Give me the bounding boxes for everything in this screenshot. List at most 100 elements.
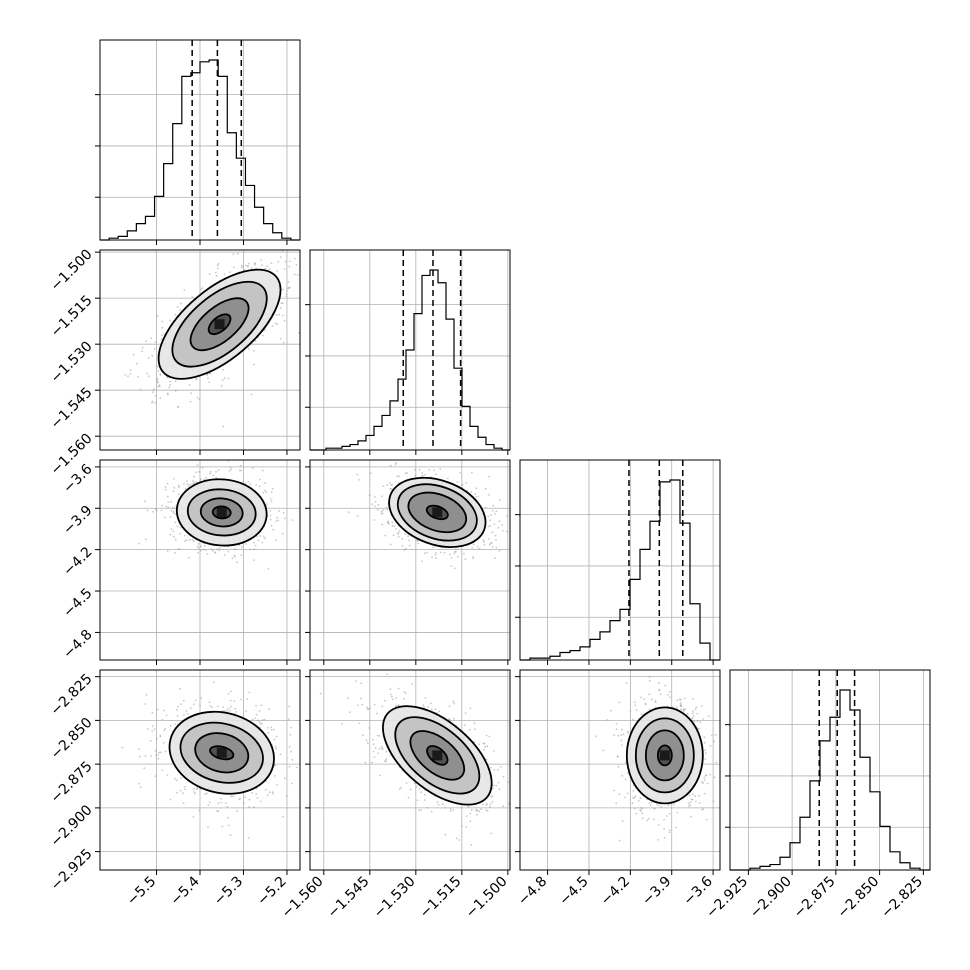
scatter-point: [261, 719, 264, 721]
scatter-point: [293, 273, 296, 276]
scatter-point: [288, 265, 291, 268]
scatter-point: [275, 539, 277, 542]
scatter-point: [166, 482, 169, 485]
scatter-point: [289, 733, 292, 736]
scatter-point: [155, 738, 158, 740]
scatter-point: [154, 508, 157, 510]
scatter-point: [185, 710, 188, 712]
scatter-point: [193, 540, 195, 543]
scatter-point: [341, 722, 343, 725]
scatter-point: [485, 804, 488, 806]
scatter-point: [489, 525, 492, 527]
scatter-point: [288, 260, 291, 263]
scatter-point: [144, 755, 147, 757]
scatter-point: [254, 717, 257, 720]
scatter-point: [389, 688, 392, 690]
scatter-point: [221, 825, 224, 828]
scatter-point: [266, 265, 268, 267]
scatter-point: [167, 506, 170, 509]
scatter-point: [500, 524, 503, 526]
scatter-point: [290, 726, 293, 729]
scatter-point: [244, 796, 246, 798]
scatter-point: [381, 523, 384, 526]
scatter-point: [169, 533, 172, 536]
scatter-point: [276, 784, 278, 786]
scatter-point: [206, 374, 209, 376]
scatter-point: [137, 376, 139, 378]
scatter-point: [211, 706, 214, 708]
scatter-point: [373, 756, 376, 758]
scatter-point: [174, 380, 177, 383]
scatter-point: [196, 397, 199, 399]
scatter-point: [242, 802, 245, 804]
scatter-point: [388, 482, 391, 484]
scatter-point: [260, 259, 263, 261]
scatter-point: [195, 377, 198, 380]
scatter-point: [151, 355, 154, 357]
scatter-point: [355, 680, 357, 682]
grid-group: [310, 250, 510, 450]
scatter-point: [155, 754, 158, 757]
scatter-point: [361, 703, 364, 706]
scatter-point: [159, 735, 162, 738]
scatter-point: [214, 551, 217, 553]
scatter-point: [147, 375, 150, 378]
scatter-point: [400, 786, 403, 789]
scatter-point: [294, 257, 296, 260]
scatter-point: [395, 528, 397, 530]
scatter-point: [178, 493, 180, 496]
scatter-point: [193, 791, 196, 793]
scatter-point: [175, 779, 178, 782]
scatter-point: [461, 483, 464, 486]
scatter-point: [188, 485, 190, 487]
scatter-point: [164, 488, 167, 491]
scatter-point: [476, 545, 479, 548]
scatter-point: [157, 757, 160, 760]
scatter-point: [368, 494, 371, 497]
scatter-point: [234, 707, 237, 710]
scatter-point: [160, 751, 162, 754]
scatter-point: [156, 365, 159, 368]
scatter-point: [386, 673, 389, 676]
scatter-point: [202, 548, 205, 551]
scatter-point: [435, 552, 437, 554]
scatter-point: [464, 712, 467, 714]
density-group: [121, 681, 298, 839]
scatter-point: [492, 504, 495, 507]
scatter-point: [285, 795, 288, 797]
scatter-point: [314, 247, 316, 249]
scatter-point: [220, 801, 223, 804]
scatter-point: [283, 319, 286, 322]
scatter-point: [233, 700, 236, 702]
contour-line: [207, 313, 232, 336]
scatter-point: [236, 561, 238, 564]
scatter-point: [264, 537, 266, 540]
scatter-point: [151, 730, 154, 732]
scatter-point: [498, 520, 501, 522]
scatter-point: [395, 697, 397, 699]
scatter-point: [165, 505, 168, 508]
scatter-point: [506, 515, 509, 518]
scatter-point: [160, 338, 163, 341]
scatter-point: [263, 718, 266, 721]
scatter-point: [138, 748, 141, 751]
scatter-point: [229, 699, 232, 702]
y-tick-label: −2.825: [48, 671, 96, 719]
scatter-point: [455, 837, 458, 840]
scatter-point: [477, 495, 480, 498]
contour-line: [425, 504, 449, 521]
scatter-point: [275, 747, 278, 750]
scatter-point: [473, 722, 476, 725]
scatter-point: [172, 530, 175, 533]
scatter-point: [152, 391, 154, 394]
y-tick-label: −2.925: [48, 846, 96, 894]
scatter-point: [437, 803, 440, 806]
scatter-point: [230, 795, 233, 798]
scatter-point: [222, 425, 225, 428]
scatter-point: [259, 535, 261, 537]
scatter-point: [301, 511, 303, 513]
scatter-point: [129, 372, 132, 375]
scatter-point: [254, 262, 256, 265]
scatter-point: [366, 706, 369, 709]
